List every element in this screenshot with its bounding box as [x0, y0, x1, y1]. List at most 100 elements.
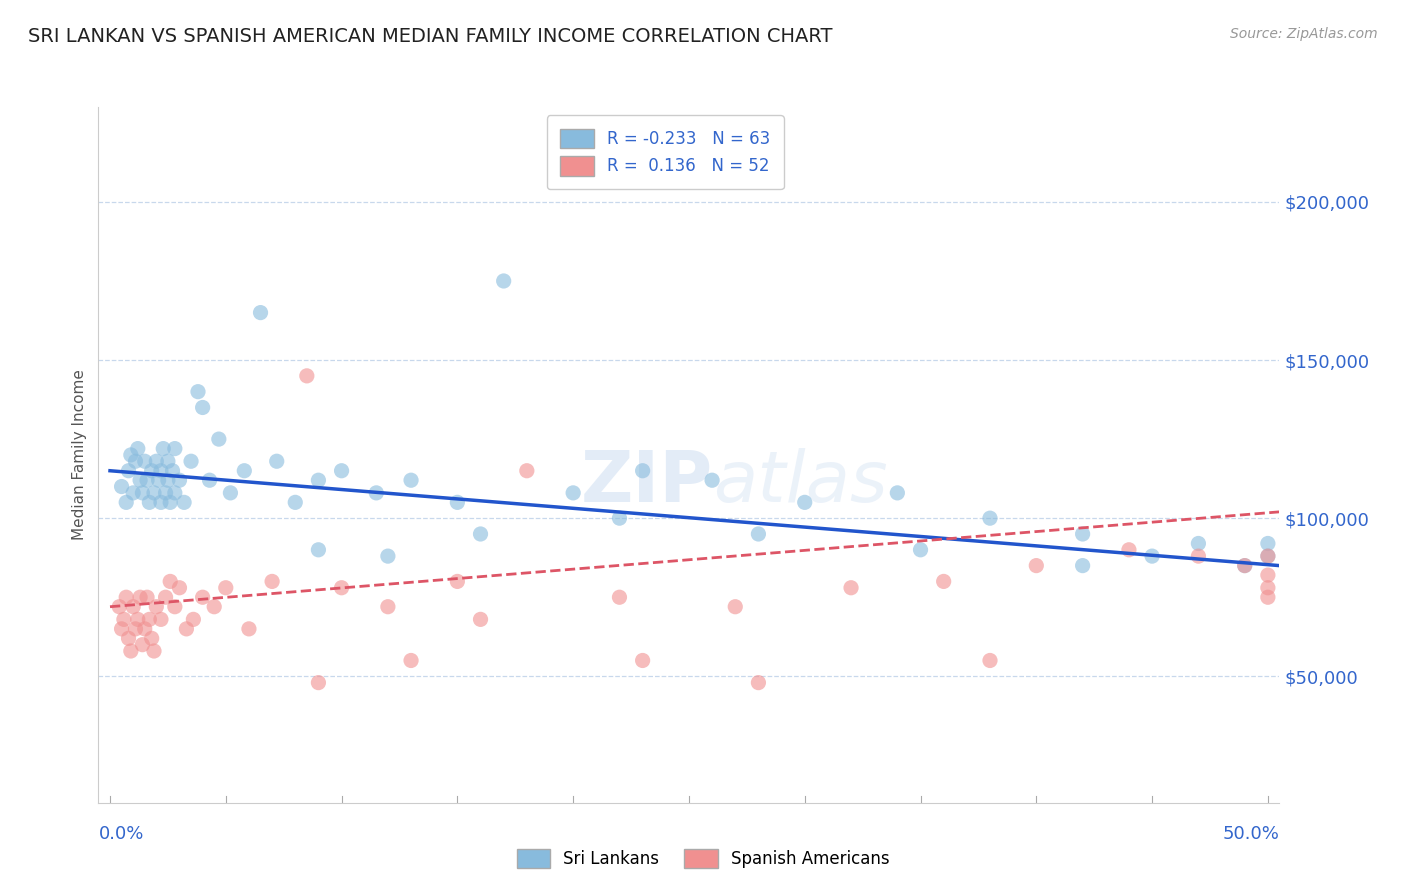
Point [399, 473, 422, 487]
Point [159, 574, 181, 589]
Point [238, 622, 260, 636]
Point [1071, 527, 1094, 541]
Point [366, 486, 388, 500]
Point [470, 527, 492, 541]
Point [886, 486, 908, 500]
Point [169, 581, 191, 595]
Point [120, 644, 142, 658]
Point [1257, 549, 1279, 563]
Point [163, 599, 186, 614]
Point [191, 591, 214, 605]
Point [307, 542, 329, 557]
Point [110, 479, 132, 493]
Point [839, 581, 862, 595]
Point [377, 549, 399, 563]
Point [700, 473, 723, 487]
Point [129, 591, 152, 605]
Point [330, 464, 353, 478]
Point [148, 473, 170, 487]
Point [108, 599, 131, 614]
Point [145, 599, 167, 614]
Point [110, 622, 132, 636]
Point [724, 599, 747, 614]
Point [176, 622, 198, 636]
Point [127, 612, 149, 626]
Point [747, 675, 769, 690]
Text: ZIP: ZIP [581, 449, 713, 517]
Point [115, 591, 138, 605]
Point [492, 274, 515, 288]
Point [183, 612, 205, 626]
Point [266, 454, 288, 468]
Point [152, 442, 174, 456]
Text: atlas: atlas [713, 449, 887, 517]
Point [793, 495, 815, 509]
Point [1257, 549, 1279, 563]
Point [120, 448, 142, 462]
Text: Source: ZipAtlas.com: Source: ZipAtlas.com [1230, 27, 1378, 41]
Point [631, 653, 654, 667]
Point [141, 632, 163, 646]
Point [562, 486, 585, 500]
Point [127, 442, 149, 456]
Point [233, 464, 256, 478]
Point [516, 464, 538, 478]
Point [136, 473, 159, 487]
Point [124, 454, 146, 468]
Point [215, 581, 238, 595]
Point [187, 384, 209, 399]
Point [145, 454, 167, 468]
Legend: R = -0.233   N = 63, R =  0.136   N = 52: R = -0.233 N = 63, R = 0.136 N = 52 [547, 115, 783, 189]
Point [470, 612, 492, 626]
Point [169, 473, 191, 487]
Point [156, 473, 179, 487]
Point [198, 473, 221, 487]
Point [284, 495, 307, 509]
Point [609, 591, 631, 605]
Point [191, 401, 214, 415]
Point [932, 574, 955, 589]
Point [159, 495, 181, 509]
Point [1257, 568, 1279, 582]
Point [208, 432, 231, 446]
Point [134, 622, 156, 636]
Point [1187, 536, 1209, 550]
Point [122, 486, 145, 500]
Point [134, 454, 156, 468]
Point [131, 486, 153, 500]
Point [910, 542, 932, 557]
Point [124, 622, 146, 636]
Point [117, 464, 139, 478]
Point [162, 464, 184, 478]
Point [1257, 536, 1279, 550]
Point [377, 599, 399, 614]
Point [138, 495, 160, 509]
Point [1233, 558, 1256, 573]
Point [249, 305, 271, 319]
Point [1025, 558, 1047, 573]
Text: SRI LANKAN VS SPANISH AMERICAN MEDIAN FAMILY INCOME CORRELATION CHART: SRI LANKAN VS SPANISH AMERICAN MEDIAN FA… [28, 27, 832, 45]
Point [307, 675, 329, 690]
Point [295, 368, 318, 383]
Point [747, 527, 769, 541]
Point [149, 464, 172, 478]
Legend: Sri Lankans, Spanish Americans: Sri Lankans, Spanish Americans [510, 842, 896, 875]
Point [117, 632, 139, 646]
Point [115, 495, 138, 509]
Point [131, 638, 153, 652]
Point [330, 581, 353, 595]
Text: 0.0%: 0.0% [98, 825, 143, 843]
Point [262, 574, 284, 589]
Point [122, 599, 145, 614]
Point [1118, 542, 1140, 557]
Point [609, 511, 631, 525]
Point [136, 591, 159, 605]
Point [155, 591, 177, 605]
Y-axis label: Median Family Income: Median Family Income [72, 369, 87, 541]
Point [446, 495, 468, 509]
Point [446, 574, 468, 589]
Text: 50.0%: 50.0% [1223, 825, 1279, 843]
Point [112, 612, 135, 626]
Point [1257, 581, 1279, 595]
Point [163, 442, 186, 456]
